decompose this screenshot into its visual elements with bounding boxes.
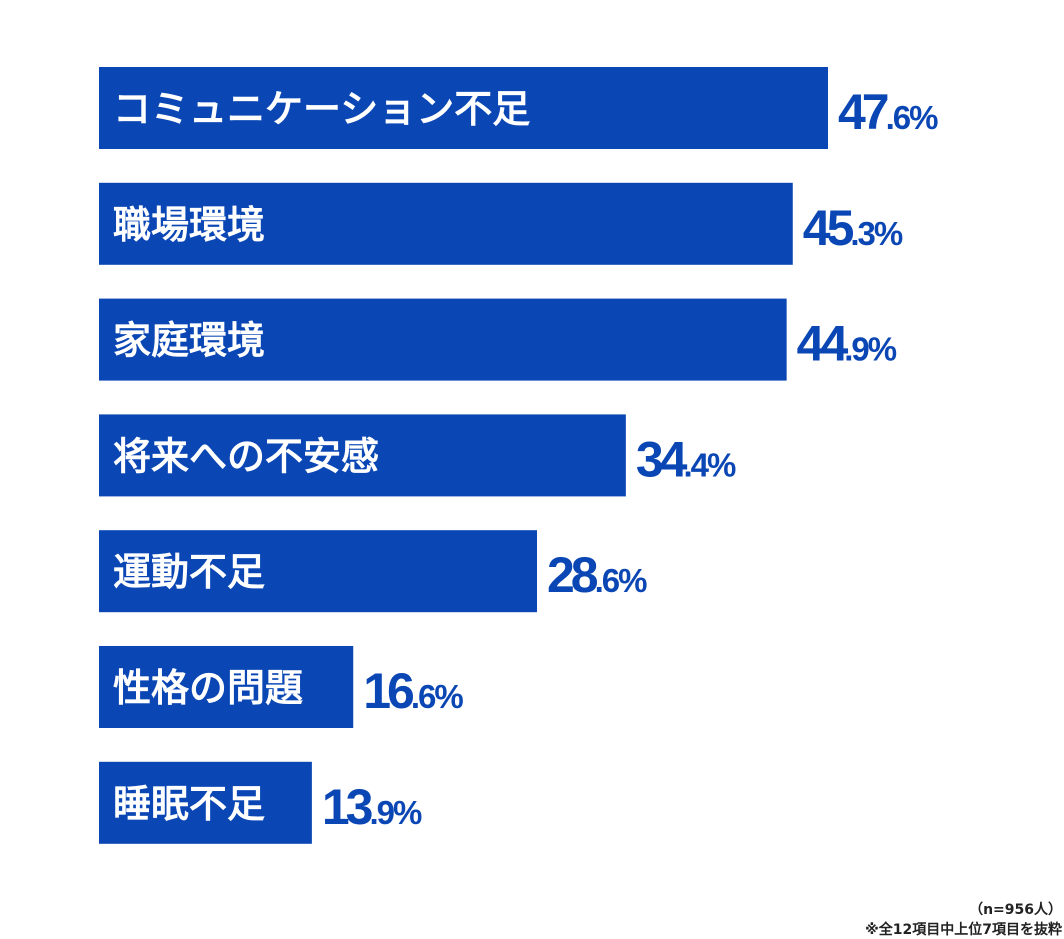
bar-category-label: 家庭環境 (113, 319, 265, 363)
bar-value-integer: 16 (363, 663, 413, 719)
bar-value-integer: 45 (803, 200, 854, 256)
bar-value-decimal: .6% (886, 99, 939, 136)
bar-value-label: 47.6% (838, 84, 938, 140)
bar-value-decimal: .4% (683, 446, 736, 483)
bar-value-integer: 28 (547, 547, 598, 603)
bar-value-label: 45.3% (803, 200, 903, 256)
bar-value-integer: 44 (797, 316, 849, 372)
sample-size-note: （n=956人） (969, 902, 1062, 918)
bar-value-label: 34.4% (636, 431, 736, 487)
bar-value-decimal: .3% (850, 215, 903, 252)
bar-category-label: コミュニケーション不足 (113, 87, 530, 131)
bar (99, 298, 787, 381)
bar-value-label: 28.6% (547, 547, 647, 603)
bar-value-integer: 47 (838, 84, 888, 140)
bar-value-label: 13.9% (322, 779, 422, 835)
bar-category-label: 運動不足 (113, 550, 265, 594)
footnote: ※全12項目中上位7項目を抜粋 (865, 922, 1062, 938)
bar-value-label: 44.9% (797, 316, 897, 372)
bar (99, 182, 793, 265)
bar-value-decimal: .6% (411, 678, 464, 715)
bar-value-decimal: .6% (595, 562, 648, 599)
bar-value-label: 16.6% (363, 663, 463, 719)
bar-value-decimal: .9% (844, 331, 897, 368)
bar (99, 761, 312, 844)
bar (99, 67, 828, 149)
bar-category-label: 性格の問題 (113, 666, 303, 710)
bar-value-integer: 34 (636, 431, 688, 487)
bar-value-decimal: .9% (370, 794, 423, 831)
bar (99, 530, 538, 613)
bar (99, 646, 354, 728)
bar-value-integer: 13 (322, 779, 372, 835)
bar-category-label: 将来への不安感 (113, 434, 379, 478)
bar-category-label: 職場環境 (113, 203, 265, 247)
bar-category-label: 睡眠不足 (113, 782, 265, 826)
bar (99, 414, 626, 497)
